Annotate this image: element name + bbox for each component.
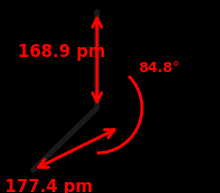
- Text: 84.8°: 84.8°: [138, 61, 180, 75]
- Text: 168.9 pm: 168.9 pm: [18, 43, 106, 61]
- Text: 177.4 pm: 177.4 pm: [5, 178, 93, 193]
